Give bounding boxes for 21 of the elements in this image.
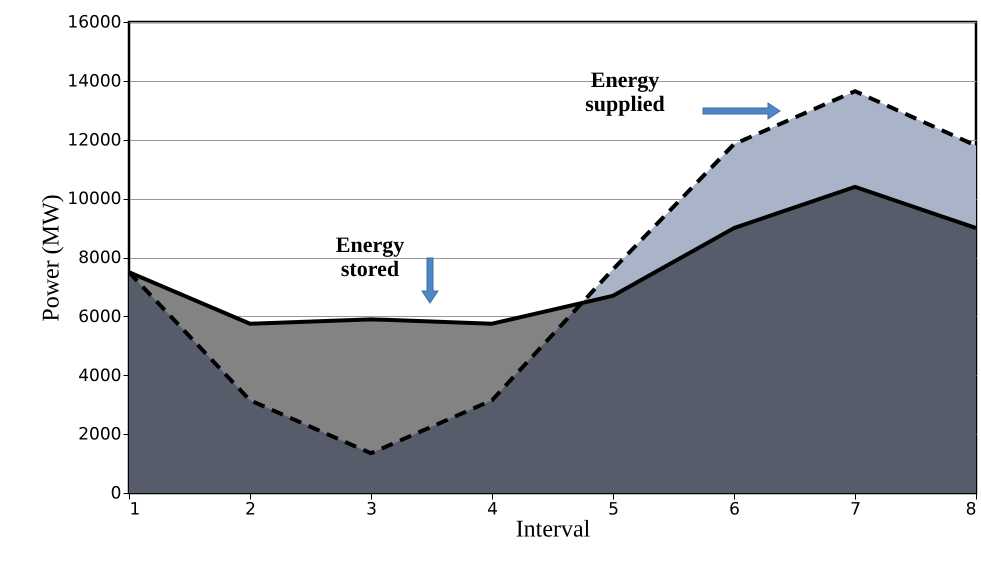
- y-tick-label: 16000: [67, 12, 122, 32]
- y-tick-label: 8000: [78, 248, 122, 268]
- x-tick-label: 1: [130, 500, 140, 520]
- x-tick-label: 2: [245, 500, 256, 520]
- y-tick-label: 4000: [78, 366, 122, 386]
- y-tick-label: 10000: [67, 189, 122, 210]
- y-tick-label: 12000: [67, 130, 122, 150]
- y-tick-label: 2000: [78, 424, 122, 445]
- x-tick-label: 4: [487, 500, 498, 520]
- annotation: Energy supplied: [585, 67, 665, 116]
- y-axis-title: Power (MW): [38, 194, 64, 322]
- x-tick-label: 6: [729, 500, 740, 520]
- y-tick-label: 14000: [67, 71, 122, 92]
- x-tick-label: 7: [850, 500, 861, 520]
- x-tick-label: 5: [608, 500, 619, 520]
- x-axis-title: Interval: [516, 516, 591, 542]
- x-tick-label: 8: [966, 500, 976, 520]
- annotation: Energy stored: [336, 232, 404, 281]
- x-tick-label: 3: [366, 500, 377, 520]
- y-tick-label: 0: [110, 484, 122, 504]
- y-tick-label: 6000: [78, 306, 122, 327]
